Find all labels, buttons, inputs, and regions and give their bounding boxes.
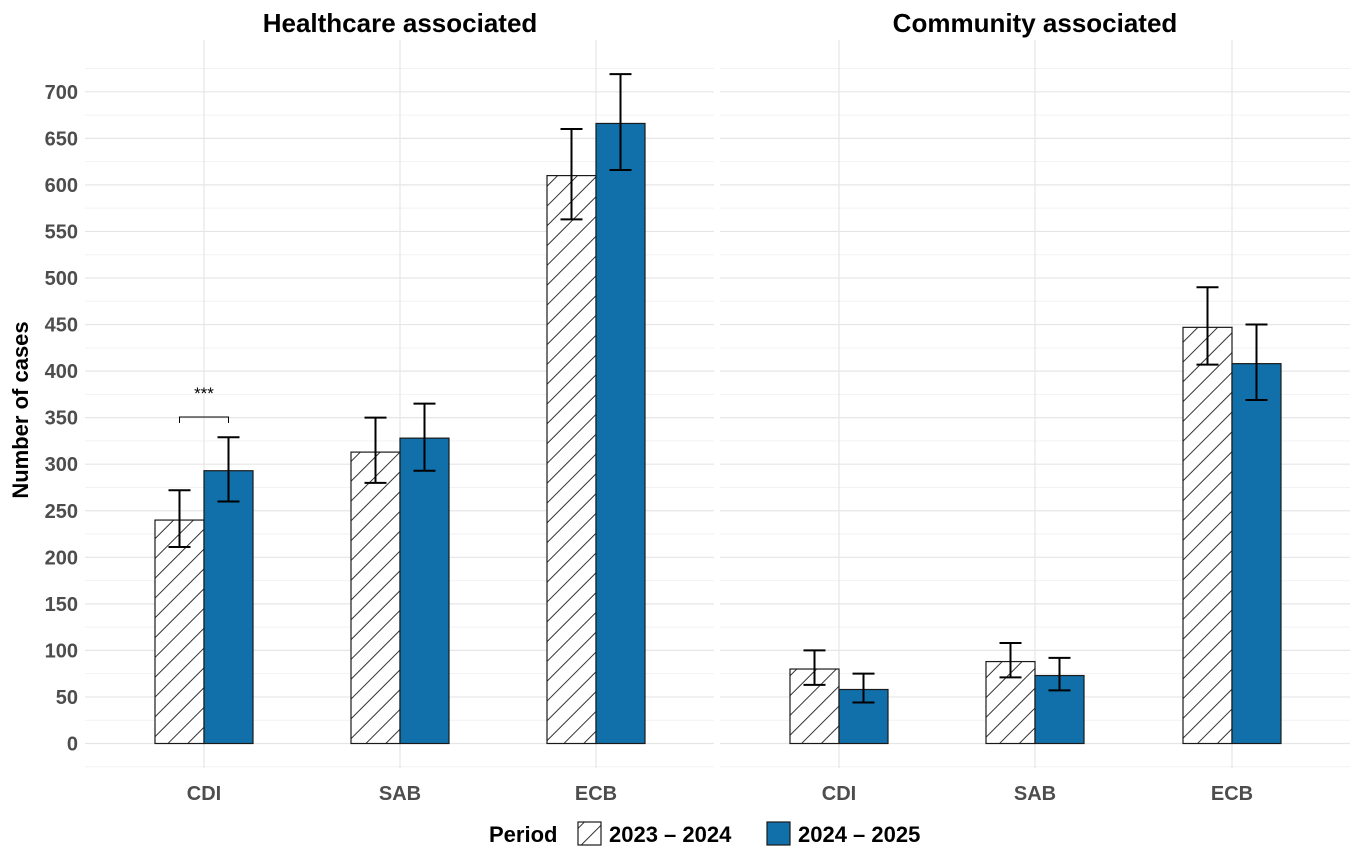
y-tick-label: 600 (45, 175, 78, 197)
bar (154, 519, 205, 745)
y-axis-label: Number of cases (8, 321, 33, 498)
y-tick-label: 0 (67, 734, 78, 756)
y-tick-label: 450 (45, 315, 78, 337)
legend-swatch-solid (766, 821, 791, 846)
bar (546, 174, 597, 745)
bar (1182, 326, 1233, 745)
legend-label: 2023 – 2024 (609, 822, 732, 847)
bar (595, 122, 646, 745)
x-tick-label: SAB (379, 783, 421, 805)
y-tick-label: 250 (45, 501, 78, 523)
y-tick-label: 500 (45, 268, 78, 290)
y-tick-label: 350 (45, 408, 78, 430)
y-tick-label: 400 (45, 361, 78, 383)
x-tick-label: ECB (575, 783, 617, 805)
significance-label: *** (194, 384, 214, 403)
legend-title: Period (489, 822, 557, 847)
y-tick-label: 550 (45, 221, 78, 243)
plot-marks: 0 50 100 150 200 250 300 350 400 450 500 550 600 650 7… (45, 8, 1282, 805)
legend: Period 2023 – 2024 2024 – 2025 (489, 821, 920, 847)
y-tick-label: 100 (45, 640, 78, 662)
y-tick-label: 200 (45, 547, 78, 569)
bar (399, 437, 450, 745)
significance-bracket (179, 416, 229, 423)
x-tick-label: CDI (822, 783, 856, 805)
bar (203, 470, 254, 745)
x-tick-label: SAB (1014, 783, 1056, 805)
legend-swatch-hatched (577, 821, 602, 846)
facet-title: Healthcare associated (263, 8, 538, 38)
y-tick-label: 700 (45, 82, 78, 104)
legend-label: 2024 – 2025 (798, 822, 920, 847)
x-tick-label: CDI (187, 783, 221, 805)
y-tick-label: 650 (45, 128, 78, 150)
y-tick-label: 150 (45, 594, 78, 616)
grid (85, 40, 1350, 768)
y-tick-label: 50 (56, 687, 78, 709)
facet-title: Community associated (893, 8, 1178, 38)
bar (350, 451, 401, 745)
y-tick-label: 300 (45, 454, 78, 476)
x-tick-label: ECB (1211, 783, 1253, 805)
bar (1231, 363, 1282, 745)
